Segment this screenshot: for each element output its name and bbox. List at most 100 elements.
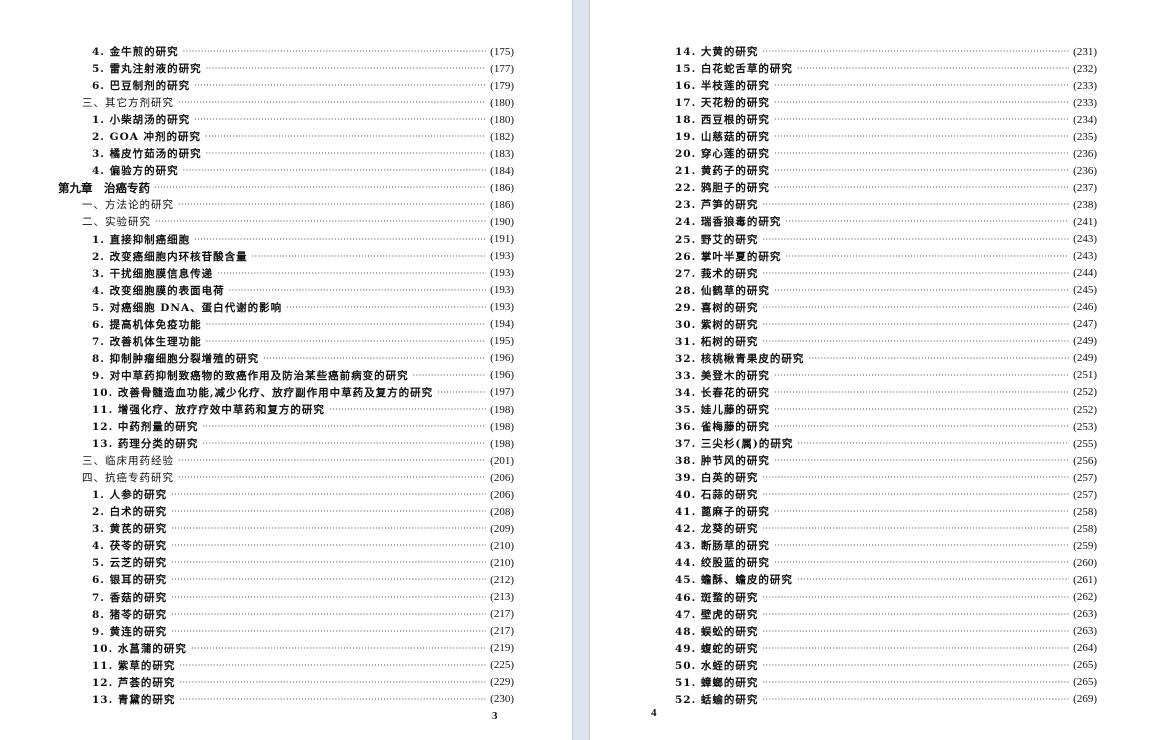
toc-entry[interactable]: 5. 对癌细胞 DNA、蛋白代谢的影响 ·····················… <box>0 299 514 316</box>
toc-entry-title: 33. 美登木的研究 <box>675 369 770 382</box>
dot-leader: ········································… <box>194 234 487 244</box>
toc-entry[interactable]: 1. 小柴胡汤的研究 ······························… <box>0 111 514 128</box>
toc-entry-title: 二、实验研究 <box>82 216 151 229</box>
toc-entry[interactable]: 1. 人参的研究 ································… <box>0 486 514 503</box>
toc-entry[interactable]: 27. 莪术的研究 ·······························… <box>590 265 1097 282</box>
toc-section[interactable]: 二、实验研究 ··································… <box>0 213 514 230</box>
toc-entry-title: 26. 掌叶半夏的研究 <box>675 250 782 263</box>
toc-entry[interactable]: 38. 肿节风的研究 ······························… <box>590 452 1097 469</box>
toc-entry[interactable]: 20. 穿心莲的研究 ······························… <box>590 145 1097 162</box>
dot-leader: ········································… <box>762 524 1069 534</box>
toc-entry[interactable]: 18. 西豆根的研究 ······························… <box>590 111 1097 128</box>
toc-entry[interactable]: 12. 中药剂量的研究 ·····························… <box>0 418 514 435</box>
toc-entry[interactable]: 5. 雷丸注射液的研究 ·····························… <box>0 60 514 77</box>
toc-section[interactable]: 三、临床用药经验 ································… <box>0 452 514 469</box>
toc-entry[interactable]: 4. 茯苓的研究 ································… <box>0 537 514 554</box>
toc-entry[interactable]: 2. 改变癌细胞内环核苷酸含量 ·························… <box>0 248 514 265</box>
toc-entry[interactable]: 36. 雀梅藤的研究 ······························… <box>590 418 1097 435</box>
toc-entry[interactable]: 1. 直接抑制癌细胞 ······························… <box>0 231 514 248</box>
toc-entry[interactable]: 45. 蟾酥、蟾皮的研究 ····························… <box>590 571 1097 588</box>
toc-entry[interactable]: 33. 美登木的研究 ······························… <box>590 367 1097 384</box>
toc-entry[interactable]: 32. 核桃楸青果皮的研究 ···························… <box>590 350 1097 367</box>
toc-section[interactable]: 三、其它方剂研究 ································… <box>0 94 514 111</box>
toc-entry[interactable]: 4. 金牛煎的研究 ·······························… <box>0 43 514 60</box>
toc-entry[interactable]: 21. 黄药子的研究 ······························… <box>590 162 1097 179</box>
toc-entry[interactable]: 23. 芦笋的研究 ·······························… <box>590 196 1097 213</box>
toc-entry[interactable]: 8. 抑制肿瘤细胞分裂增殖的研究 ························… <box>0 350 514 367</box>
toc-entry[interactable]: 11. 紫草的研究 ·······························… <box>0 657 514 674</box>
toc-entry[interactable]: 28. 仙鹤草的研究 ······························… <box>590 282 1097 299</box>
toc-entry[interactable]: 13. 药理分类的研究 ·····························… <box>0 435 514 452</box>
toc-entry[interactable]: 30. 紫树的研究 ·······························… <box>590 316 1097 333</box>
toc-entry[interactable]: 3. 干扰细胞膜信息传递 ····························… <box>0 265 514 282</box>
toc-entry[interactable]: 7. 改善机体生理功能 ·····························… <box>0 333 514 350</box>
toc-entry[interactable]: 9. 对中草药抑制致癌物的致癌作用及防治某些癌前病变的研究 ···········… <box>0 367 514 384</box>
toc-entry[interactable]: 12. 芦荟的研究 ·······························… <box>0 674 514 691</box>
toc-entry[interactable]: 17. 天花粉的研究 ······························… <box>590 94 1097 111</box>
toc-entry[interactable]: 25. 野艾的研究 ·······························… <box>590 231 1097 248</box>
toc-entry-page: (262) <box>1073 591 1097 604</box>
toc-entry-page: (244) <box>1073 267 1097 280</box>
toc-entry[interactable]: 24. 瑞香狼毒的研究 ·····························… <box>590 213 1097 230</box>
dot-leader: ········································… <box>171 541 486 551</box>
toc-entry[interactable]: 37. 三尖杉(属)的研究 ···························… <box>590 435 1097 452</box>
toc-entry[interactable]: 3. 橘皮竹茹汤的研究 ·····························… <box>0 145 514 162</box>
toc-entry-page: (183) <box>490 147 514 160</box>
toc-entry-page: (217) <box>490 625 514 638</box>
toc-entry[interactable]: 6. 巴豆制剂的研究 ······························… <box>0 77 514 94</box>
toc-entry[interactable]: 13. 青黛的研究 ·······························… <box>0 691 514 708</box>
toc-entry[interactable]: 50. 水蛭的研究 ·······························… <box>590 657 1097 674</box>
toc-entry[interactable]: 15. 白花蛇舌草的研究 ····························… <box>590 60 1097 77</box>
toc-entry[interactable]: 34. 长春花的研究 ······························… <box>590 384 1097 401</box>
toc-entry[interactable]: 4. 偏验方的研究 ·······························… <box>0 162 514 179</box>
toc-entry-title: 23. 芦笋的研究 <box>675 199 759 212</box>
toc-entry[interactable]: 40. 石蒜的研究 ·······························… <box>590 486 1097 503</box>
toc-entry-page: (259) <box>1073 539 1097 552</box>
dot-leader: ········································… <box>797 439 1069 449</box>
toc-entry[interactable]: 2. 白术的研究 ································… <box>0 503 514 520</box>
dot-leader: ········································… <box>182 47 487 57</box>
toc-entry[interactable]: 5. 云芝的研究 ································… <box>0 554 514 571</box>
toc-entry[interactable]: 29. 喜树的研究 ·······························… <box>590 299 1097 316</box>
dot-leader: ········································… <box>179 660 486 670</box>
toc-entry[interactable]: 22. 鸦胆子的研究 ······························… <box>590 179 1097 196</box>
toc-entry[interactable]: 31. 柘树的研究 ·······························… <box>590 333 1097 350</box>
toc-entry-page: (210) <box>490 556 514 569</box>
toc-entry[interactable]: 35. 娃儿藤的研究 ······························… <box>590 401 1097 418</box>
toc-entry[interactable]: 41. 蓖麻子的研究 ······························… <box>590 503 1097 520</box>
toc-entry[interactable]: 39. 白英的研究 ·······························… <box>590 469 1097 486</box>
toc-entry[interactable]: 6. 银耳的研究 ································… <box>0 571 514 588</box>
toc-entry[interactable]: 11. 增强化疗、放疗疗效中草药和复方的研究 ··················… <box>0 401 514 418</box>
toc-entry[interactable]: 4. 改变细胞膜的表面电荷 ···························… <box>0 282 514 299</box>
toc-chapter[interactable]: 第九章 治癌专药 ································… <box>0 179 514 196</box>
toc-entry[interactable]: 19. 山慈菇的研究 ······························… <box>590 128 1097 145</box>
dot-leader: ········································… <box>762 336 1069 346</box>
toc-entry[interactable]: 44. 绞股蓝的研究 ······························… <box>590 554 1097 571</box>
toc-entry[interactable]: 10. 水菖蒲的研究 ······························… <box>0 640 514 657</box>
toc-entry[interactable]: 42. 龙葵的研究 ·······························… <box>590 520 1097 537</box>
toc-entry[interactable]: 52. 蛞蝓的研究 ·······························… <box>590 691 1097 708</box>
toc-entry[interactable]: 2. GOA 冲剂的研究 ····························… <box>0 128 514 145</box>
toc-entry-title: 11. 增强化疗、放疗疗效中草药和复方的研究 <box>92 404 325 416</box>
toc-entry[interactable]: 51. 蟑螂的研究 ·······························… <box>590 674 1097 691</box>
toc-entry[interactable]: 43. 断肠草的研究 ······························… <box>590 537 1097 554</box>
toc-entry-page: (177) <box>490 62 514 75</box>
toc-entry[interactable]: 26. 掌叶半夏的研究 ·····························… <box>590 248 1097 265</box>
toc-entry[interactable]: 16. 半枝莲的研究 ······························… <box>590 77 1097 94</box>
toc-entry[interactable]: 7. 香菇的研究 ································… <box>0 589 514 606</box>
toc-entry[interactable]: 6. 提高机体免疫功能 ·····························… <box>0 316 514 333</box>
dot-leader: ········································… <box>785 251 1070 261</box>
toc-entry[interactable]: 49. 蝮蛇的研究 ·······························… <box>590 640 1097 657</box>
toc-entry-page: (243) <box>1073 250 1097 263</box>
toc-entry[interactable]: 48. 蜈蚣的研究 ·······························… <box>590 623 1097 640</box>
toc-entry[interactable]: 10. 改善骨髓造血功能,减少化疗、放疗副作用中草药及复方的研究 ········… <box>0 384 514 401</box>
toc-entry[interactable]: 9. 黄连的研究 ································… <box>0 623 514 640</box>
toc-entry[interactable]: 47. 壁虎的研究 ·······························… <box>590 606 1097 623</box>
toc-entry[interactable]: 8. 猪苓的研究 ································… <box>0 606 514 623</box>
toc-entry[interactable]: 3. 黄芪的研究 ································… <box>0 520 514 537</box>
toc-section[interactable]: 一、方法论的研究 ································… <box>0 196 514 213</box>
toc-entry[interactable]: 46. 斑蝥的研究 ·······························… <box>590 589 1097 606</box>
toc-entry[interactable]: 14. 大黄的研究 ·······························… <box>590 43 1097 60</box>
toc-section[interactable]: 四、抗癌专药研究 ································… <box>0 469 514 486</box>
toc-entry-page: (195) <box>490 335 514 348</box>
